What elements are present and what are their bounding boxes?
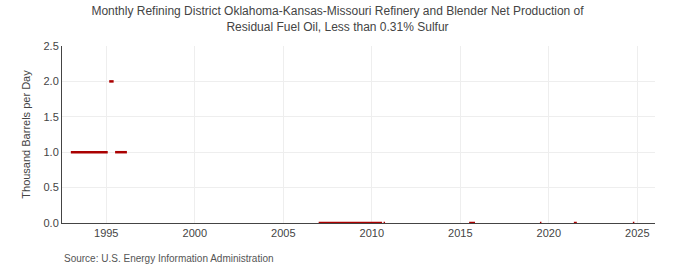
svg-text:1.0: 1.0 bbox=[44, 146, 59, 158]
svg-text:2020: 2020 bbox=[537, 227, 561, 239]
svg-text:2000: 2000 bbox=[183, 227, 207, 239]
svg-text:2025: 2025 bbox=[625, 227, 649, 239]
svg-text:2.5: 2.5 bbox=[44, 40, 59, 52]
svg-text:2010: 2010 bbox=[360, 227, 384, 239]
svg-text:Monthly Refining District Okla: Monthly Refining District Oklahoma-Kansa… bbox=[91, 4, 584, 34]
svg-text:Source: U.S. Energy Informatio: Source: U.S. Energy Information Administ… bbox=[64, 253, 274, 264]
svg-text:1995: 1995 bbox=[94, 227, 118, 239]
svg-text:2.0: 2.0 bbox=[44, 75, 59, 87]
svg-text:1.5: 1.5 bbox=[44, 111, 59, 123]
svg-text:0.5: 0.5 bbox=[44, 181, 59, 193]
svg-text:2005: 2005 bbox=[271, 227, 295, 239]
svg-text:Thousand Barrels per Day: Thousand Barrels per Day bbox=[20, 70, 32, 199]
svg-text:0.0: 0.0 bbox=[44, 217, 59, 229]
svg-text:2015: 2015 bbox=[448, 227, 472, 239]
